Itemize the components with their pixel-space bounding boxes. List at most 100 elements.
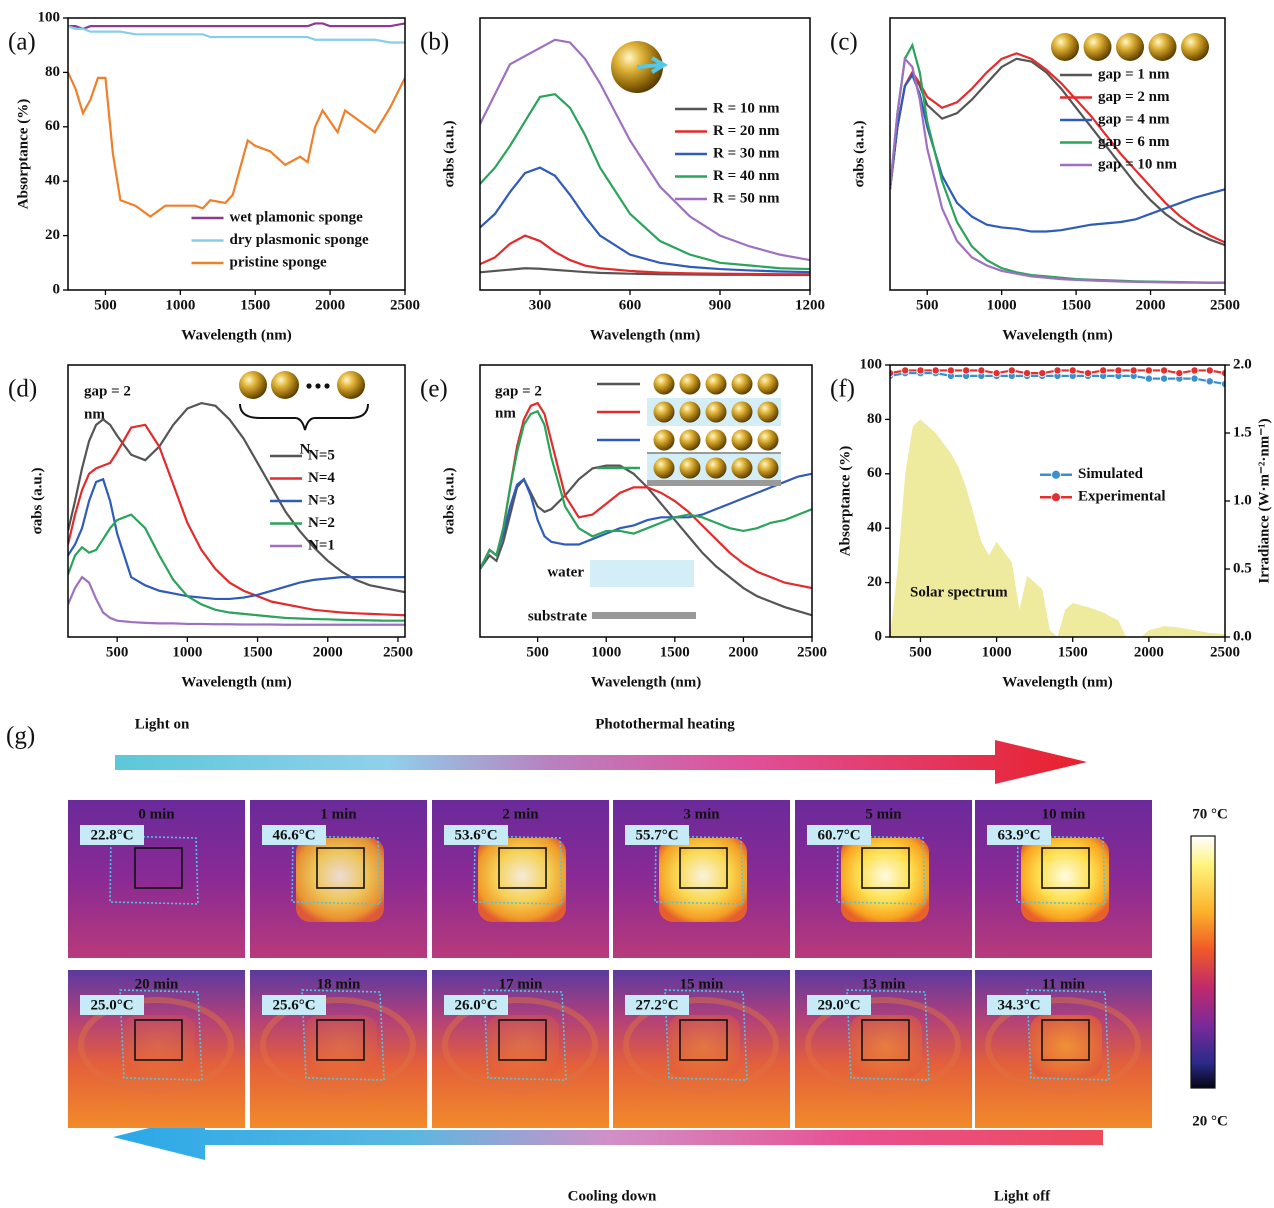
x-tick-label: 1200 xyxy=(795,297,825,313)
marker xyxy=(978,367,985,374)
caption: Light off xyxy=(994,1188,1051,1204)
colorbar-max: 70 °C xyxy=(1192,806,1228,822)
nanoparticle xyxy=(271,371,299,399)
colorbar xyxy=(1191,836,1215,1088)
y2-tick-label: 2.0 xyxy=(1233,356,1252,372)
hot-spot xyxy=(123,1015,195,1077)
frame-temp: 55.7°C xyxy=(635,827,678,843)
nanoparticle xyxy=(680,458,701,479)
brace xyxy=(240,404,368,430)
panel-label: (c) xyxy=(830,29,858,56)
legend-marker xyxy=(1052,493,1061,502)
nanoparticle xyxy=(239,371,267,399)
x-tick-label: 600 xyxy=(619,297,642,313)
frame-time: 11 min xyxy=(1042,976,1086,992)
line xyxy=(68,72,405,216)
nanoparticle xyxy=(1084,33,1112,61)
y-tick-label: 40 xyxy=(45,173,60,189)
hot-spot xyxy=(305,1015,377,1077)
x-axis-label: Wavelength (nm) xyxy=(1002,674,1112,690)
frame-temp: 22.8°C xyxy=(90,827,133,843)
y-tick-label: 100 xyxy=(860,356,883,372)
y-axis-label: σabs (a.u.) xyxy=(441,468,457,535)
hot-spot xyxy=(1021,838,1109,922)
nanoparticle xyxy=(706,374,727,395)
hot-spot xyxy=(659,838,747,922)
panel-label: (d) xyxy=(8,376,37,403)
x-tick-label: 1500 xyxy=(240,297,270,313)
line xyxy=(68,479,405,599)
y-tick-label: 100 xyxy=(38,9,61,25)
frame-temp: 26.0°C xyxy=(454,997,497,1013)
frame-temp: 27.2°C xyxy=(635,997,678,1013)
x-axis-label: Wavelength (nm) xyxy=(181,674,291,690)
y-axis-label: Absorptance (%) xyxy=(837,446,853,556)
plot-frame xyxy=(68,365,405,637)
frame-temp: 60.7°C xyxy=(817,827,860,843)
marker xyxy=(1176,370,1183,377)
y-tick-label: 60 xyxy=(867,465,882,481)
x-tick-label: 2000 xyxy=(313,644,343,660)
hot-spot xyxy=(841,838,929,922)
substrate-layer xyxy=(647,480,781,486)
y2-tick-label: 0.0 xyxy=(1233,628,1252,644)
panel-label: (f) xyxy=(830,376,855,403)
legend-marker xyxy=(1052,470,1061,479)
frame-temp: 34.3°C xyxy=(997,997,1040,1013)
x-axis-label: Wavelength (nm) xyxy=(1002,327,1112,343)
x-axis-label: Wavelength (nm) xyxy=(591,674,701,690)
marker xyxy=(1206,367,1213,374)
hot-spot xyxy=(296,838,384,922)
line xyxy=(890,75,1225,231)
frame-temp: 63.9°C xyxy=(997,827,1040,843)
marker xyxy=(1100,367,1107,374)
line xyxy=(68,26,405,42)
marker xyxy=(1191,367,1198,374)
nanoparticle xyxy=(337,371,365,399)
y-tick-label: 0 xyxy=(53,281,61,297)
line xyxy=(68,23,405,28)
substrate-key xyxy=(592,612,696,619)
line xyxy=(68,515,405,621)
x-tick-label: 2500 xyxy=(383,644,413,660)
frame-temp: 25.0°C xyxy=(90,997,133,1013)
annotation: nm xyxy=(84,406,105,422)
marker xyxy=(1115,367,1122,374)
legend-label: pristine sponge xyxy=(230,254,327,270)
nanoparticle xyxy=(706,402,727,423)
legend-label: wet plamonic sponge xyxy=(230,209,364,225)
frame-time: 1 min xyxy=(320,806,357,822)
x-tick-label: 1500 xyxy=(660,644,690,660)
line xyxy=(68,577,405,625)
x-tick-label: 500 xyxy=(909,644,932,660)
y2-axis-label: Irradiance (W·m⁻²·nm⁻¹) xyxy=(1256,418,1272,583)
nanoparticle xyxy=(680,402,701,423)
x-axis-label: Wavelength (nm) xyxy=(181,327,291,343)
marker xyxy=(947,367,954,374)
marker xyxy=(1160,367,1167,374)
x-tick-label: 500 xyxy=(106,644,129,660)
ellipsis-dot xyxy=(315,383,320,388)
frame-time: 20 min xyxy=(135,976,179,992)
legend-label: R = 10 nm xyxy=(713,100,780,116)
x-tick-label: 2500 xyxy=(390,297,420,313)
water-key xyxy=(590,560,694,587)
plot-area xyxy=(68,403,405,625)
y-axis-label: σabs (a.u.) xyxy=(851,121,867,188)
nanoparticle xyxy=(1051,33,1079,61)
y-tick-label: 20 xyxy=(867,574,882,590)
caption: Cooling down xyxy=(568,1188,657,1204)
nanoparticle xyxy=(654,458,675,479)
ellipsis-dot xyxy=(324,383,329,388)
legend-label: gap = 6 nm xyxy=(1098,134,1170,150)
y-axis-label: σabs (a.u.) xyxy=(441,121,457,188)
legend-label: N=1 xyxy=(308,537,335,553)
y-tick-label: 0 xyxy=(875,628,883,644)
marker xyxy=(993,370,1000,377)
marker xyxy=(1008,367,1015,374)
marker xyxy=(1054,367,1061,374)
nanoparticle xyxy=(1181,33,1209,61)
x-axis-label: Wavelength (nm) xyxy=(590,327,700,343)
marker xyxy=(1023,370,1030,377)
hot-spot xyxy=(1030,1015,1102,1077)
